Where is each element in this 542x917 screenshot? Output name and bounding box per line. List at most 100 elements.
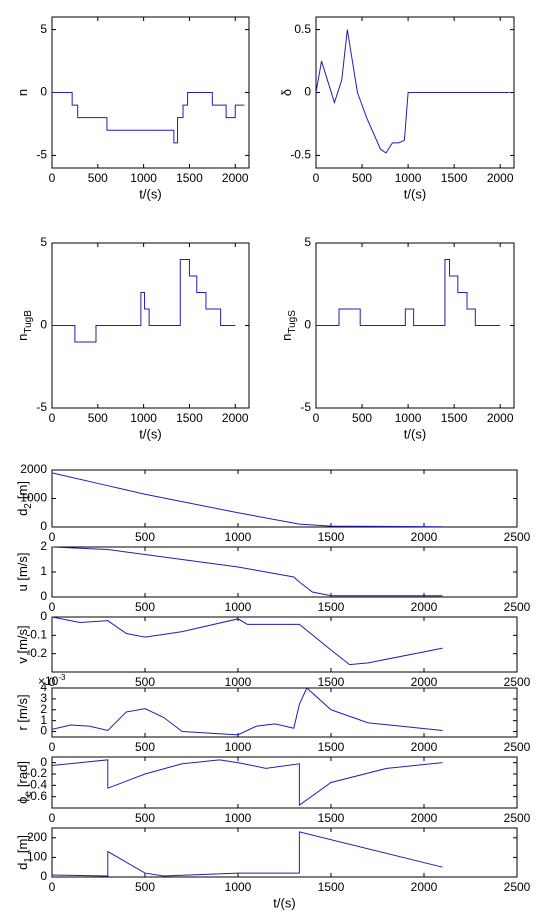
- y-tick-label: -0.2: [26, 646, 47, 660]
- y-label-unit: [m]: [15, 481, 30, 499]
- data-line: [52, 92, 245, 144]
- axes-box: [51, 16, 250, 169]
- y-label-main: n: [15, 334, 30, 341]
- y-tick-label: 5: [40, 235, 47, 249]
- y-tick-label: -0.5: [290, 148, 311, 162]
- x-tick-label: 2000: [222, 171, 249, 185]
- y-axis-label: ϕe [rad]: [15, 761, 33, 804]
- x-tick-label: 500: [135, 811, 155, 825]
- x-tick-label: 1500: [176, 171, 203, 185]
- x-tick-label: 1000: [225, 675, 252, 689]
- x-tick-label: 1500: [318, 740, 345, 754]
- x-tick-label: 2500: [504, 600, 531, 614]
- x-tick-label: 0: [49, 675, 56, 689]
- x-tick-label: 1500: [318, 530, 345, 544]
- y-tick-label: -5: [36, 148, 47, 162]
- y-axis-label: nTugB: [15, 310, 33, 341]
- data-line: [51, 546, 443, 597]
- axes-box: [51, 616, 518, 673]
- y-tick-label: 1000: [20, 491, 47, 505]
- y-tick-label: 0: [304, 85, 311, 99]
- y-tick-label: 4: [40, 680, 47, 694]
- y-tick-label: 0: [40, 869, 47, 883]
- x-tick-label: 0: [49, 811, 56, 825]
- y-label-main: ϕ: [15, 797, 30, 804]
- y-tick-label: -0.1: [26, 628, 47, 642]
- y-tick-label: 1: [40, 564, 47, 578]
- y-label-sub: TugS: [287, 310, 298, 334]
- y-tick-label: 200: [27, 830, 47, 844]
- x-tick-label: 1500: [176, 411, 203, 425]
- x-tick-label: 500: [88, 171, 108, 185]
- y-axis-label: n: [15, 89, 30, 96]
- x-tick-label: 1000: [225, 600, 252, 614]
- data-line: [51, 472, 443, 528]
- x-tick-label: 1500: [318, 600, 345, 614]
- data-line: [316, 259, 501, 326]
- x-tick-label: 1000: [130, 411, 157, 425]
- x-tick-label: 0: [313, 411, 320, 425]
- x-tick-label: 1500: [441, 411, 468, 425]
- y-label-sub: 1: [23, 857, 34, 863]
- y-axis-label: d2 [m]: [15, 481, 33, 516]
- x-tick-label: 2000: [487, 411, 514, 425]
- y-tick-label: -0.4: [26, 778, 47, 792]
- x-tick-label: 2000: [411, 811, 438, 825]
- x-tick-label: 1000: [395, 171, 422, 185]
- x-tick-label: 2000: [411, 740, 438, 754]
- x-tick-label: 1000: [395, 411, 422, 425]
- x-tick-label: 2500: [504, 530, 531, 544]
- x-tick-label: 0: [49, 530, 56, 544]
- y-label-main: n: [15, 89, 30, 96]
- axes-box: [51, 469, 518, 528]
- x-tick-label: 500: [135, 530, 155, 544]
- x-tick-label: 2000: [411, 880, 438, 894]
- y-label-unit: [rad]: [15, 761, 30, 787]
- subplot: 0 500 1000 1500 2000 2500 -0.2 -0.1 0 v [m/s]: [15, 609, 530, 689]
- x-tick-label: 2000: [411, 675, 438, 689]
- y-tick-label: 100: [27, 850, 47, 864]
- y-label-sub: TugB: [23, 310, 34, 334]
- x-tick-label: 2000: [411, 600, 438, 614]
- subplot: 0 500 1000 1500 2000-0.500.5t/(s)δ: [279, 16, 515, 201]
- x-tick-label: 500: [135, 880, 155, 894]
- x-axis-label: t/(s): [404, 426, 426, 441]
- x-tick-label: 1000: [225, 811, 252, 825]
- x-tick-label: 2500: [504, 675, 531, 689]
- x-tick-label: 0: [49, 740, 56, 754]
- y-tick-label: 0: [40, 589, 47, 603]
- axes-box: [51, 687, 518, 738]
- y-multiplier: ×10-3: [38, 673, 66, 688]
- x-axis-label: t/(s): [273, 895, 295, 910]
- y-label-main: u [m/s]: [15, 552, 30, 591]
- data-line: [315, 29, 510, 154]
- y-label-unit: [m]: [15, 835, 30, 853]
- y-tick-label: 2000: [20, 462, 47, 476]
- y-label-main: n: [279, 334, 294, 341]
- x-tick-label: 0: [49, 171, 56, 185]
- x-tick-label: 2500: [504, 740, 531, 754]
- y-tick-label: 0: [40, 519, 47, 533]
- x-tick-label: 2000: [487, 171, 514, 185]
- y-tick-label: 5: [40, 22, 47, 36]
- y-label-main: v [m/s]: [15, 625, 30, 663]
- x-tick-label: 1000: [130, 171, 157, 185]
- x-tick-label: 1500: [441, 171, 468, 185]
- x-tick-label: 2000: [411, 530, 438, 544]
- y-label-main: δ: [279, 89, 294, 96]
- data-line: [51, 616, 443, 666]
- y-tick-label: 0: [40, 724, 47, 738]
- x-tick-label: 1500: [318, 811, 345, 825]
- y-axis-label: r [m/s]: [15, 694, 30, 730]
- axes-box: [51, 546, 518, 598]
- x-tick-label: 500: [135, 600, 155, 614]
- x-tick-label: 1000: [225, 530, 252, 544]
- y-tick-label: 3: [40, 691, 47, 705]
- x-tick-label: 2500: [504, 880, 531, 894]
- x-tick-label: 0: [49, 600, 56, 614]
- data-line: [51, 759, 443, 807]
- y-tick-label: 0: [40, 609, 47, 623]
- y-tick-label: 0: [40, 755, 47, 769]
